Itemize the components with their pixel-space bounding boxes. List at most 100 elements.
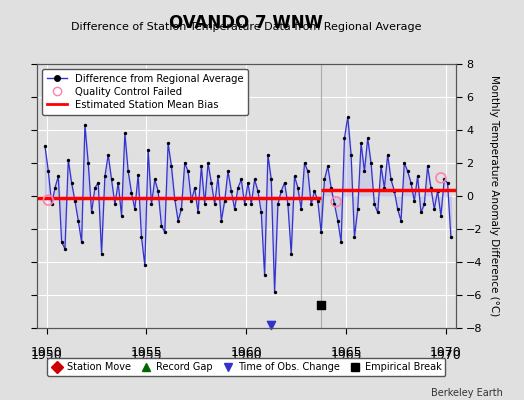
- Point: [274, 201, 282, 208]
- Point: [367, 160, 375, 166]
- Point: [280, 180, 289, 186]
- Point: [48, 201, 56, 208]
- Point: [181, 160, 189, 166]
- Point: [370, 201, 378, 208]
- Point: [436, 212, 445, 219]
- Text: 1960: 1960: [231, 349, 262, 362]
- Point: [71, 198, 79, 204]
- Point: [157, 222, 166, 229]
- Point: [54, 173, 62, 179]
- Point: [207, 180, 215, 186]
- Point: [64, 156, 72, 163]
- Text: 1955: 1955: [130, 346, 162, 359]
- Point: [117, 212, 126, 219]
- Point: [217, 218, 225, 224]
- Point: [400, 160, 409, 166]
- Point: [347, 152, 355, 158]
- Point: [211, 201, 219, 208]
- Point: [44, 197, 52, 203]
- Point: [201, 201, 209, 208]
- Point: [250, 176, 259, 183]
- Point: [317, 302, 325, 308]
- Point: [267, 176, 276, 183]
- Text: OVANDO 7 WNW: OVANDO 7 WNW: [169, 14, 323, 32]
- Point: [300, 160, 309, 166]
- Point: [221, 198, 229, 204]
- Point: [197, 163, 205, 170]
- Point: [337, 239, 345, 245]
- Point: [121, 130, 129, 136]
- Text: 1970: 1970: [430, 346, 462, 359]
- Point: [303, 168, 312, 174]
- Point: [184, 168, 192, 174]
- Point: [167, 163, 176, 170]
- Point: [440, 176, 449, 183]
- Point: [171, 196, 179, 202]
- Point: [403, 168, 412, 174]
- Point: [107, 176, 116, 183]
- Point: [387, 176, 395, 183]
- Point: [332, 198, 340, 205]
- Point: [204, 160, 212, 166]
- Point: [293, 184, 302, 191]
- Point: [384, 152, 392, 158]
- Point: [88, 209, 96, 216]
- Point: [420, 201, 429, 208]
- Point: [124, 168, 133, 174]
- Text: 1965: 1965: [330, 346, 362, 359]
- Point: [417, 209, 425, 216]
- Point: [147, 201, 156, 208]
- Point: [390, 188, 399, 194]
- Point: [267, 322, 276, 328]
- Point: [231, 206, 239, 212]
- Point: [94, 180, 102, 186]
- Point: [327, 184, 335, 191]
- Point: [174, 218, 182, 224]
- Point: [443, 180, 452, 186]
- Point: [194, 209, 202, 216]
- Legend: Difference from Regional Average, Quality Control Failed, Estimated Station Mean: Difference from Regional Average, Qualit…: [42, 69, 248, 115]
- Point: [310, 188, 319, 194]
- Point: [227, 188, 235, 194]
- Point: [140, 262, 149, 268]
- Point: [160, 229, 169, 236]
- Point: [397, 218, 405, 224]
- Point: [257, 209, 266, 216]
- Point: [164, 140, 172, 146]
- Point: [137, 234, 146, 240]
- Point: [433, 188, 442, 194]
- Text: 1950: 1950: [31, 346, 62, 359]
- Text: 1970: 1970: [430, 349, 462, 362]
- Point: [51, 184, 59, 191]
- Point: [324, 163, 332, 170]
- Point: [430, 206, 439, 212]
- Point: [41, 143, 49, 150]
- Point: [244, 180, 252, 186]
- Point: [307, 201, 315, 208]
- Point: [334, 218, 342, 224]
- Point: [297, 206, 305, 212]
- Point: [144, 146, 152, 153]
- Point: [277, 188, 286, 194]
- Point: [237, 176, 245, 183]
- Legend: Station Move, Record Gap, Time of Obs. Change, Empirical Break: Station Move, Record Gap, Time of Obs. C…: [47, 358, 445, 376]
- Point: [177, 206, 185, 212]
- Point: [446, 234, 455, 240]
- Point: [134, 171, 143, 178]
- Point: [241, 201, 249, 208]
- Point: [130, 206, 139, 212]
- Point: [264, 152, 272, 158]
- Point: [436, 175, 445, 181]
- Point: [407, 180, 415, 186]
- Point: [290, 173, 299, 179]
- Point: [154, 188, 162, 194]
- Point: [394, 206, 402, 212]
- Point: [104, 152, 112, 158]
- Point: [84, 160, 92, 166]
- Point: [317, 229, 325, 236]
- Text: 1960: 1960: [231, 346, 262, 359]
- Point: [187, 198, 195, 204]
- Point: [74, 218, 82, 224]
- Point: [283, 201, 292, 208]
- Point: [320, 176, 329, 183]
